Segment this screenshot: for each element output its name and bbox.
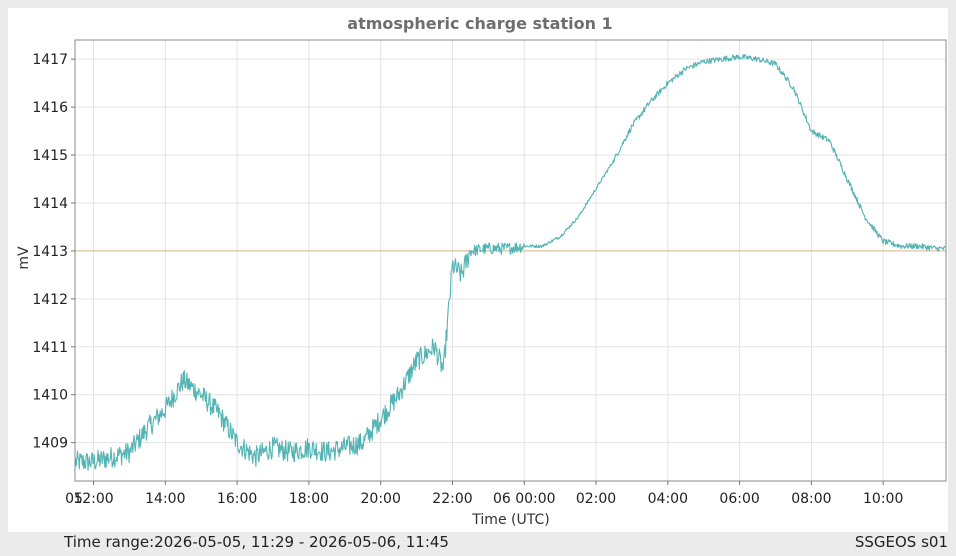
x-tick-label: 04:00 — [648, 491, 688, 507]
x-tick-label: 06 00:00 — [493, 491, 556, 507]
source-label: SSGEOS s01 — [854, 533, 948, 551]
x-tick-label: 18:00 — [289, 491, 329, 507]
y-tick-label: 1409 — [32, 436, 68, 452]
chart-title: atmospheric charge station 1 — [347, 14, 612, 33]
y-tick-label: 1412 — [32, 292, 68, 308]
x-tick-label: 10:00 — [863, 491, 903, 507]
x-tick-label: 14:00 — [145, 491, 185, 507]
x-tick-label: 22:00 — [432, 491, 472, 507]
x-tick-label: 20:00 — [361, 491, 401, 507]
y-axis-ticks: 1409 1410 1411 1412 1413 1414 1415 1416 1417 — [32, 52, 75, 452]
x-tick-label: 12:00 — [73, 491, 113, 507]
y-tick-label: 1410 — [32, 388, 68, 404]
series-line — [75, 54, 947, 471]
plot-area-border — [74, 39, 947, 482]
y-tick-label: 1416 — [32, 100, 68, 116]
chart: atmospheric charge station 1 1409 1410 141… — [16, 14, 947, 528]
y-tick-label: 1414 — [32, 196, 68, 212]
x-tick-label: 06:00 — [719, 491, 759, 507]
y-axis-label: mV — [16, 246, 32, 270]
y-tick-label: 1415 — [32, 148, 68, 164]
x-tick-label: 16:00 — [217, 491, 257, 507]
y-tick-label: 1411 — [32, 340, 68, 356]
x-tick-label: 02:00 — [576, 491, 616, 507]
x-start-date-label: 05 — [65, 491, 83, 507]
y-tick-label: 1417 — [32, 52, 68, 68]
y-tick-label: 1413 — [32, 244, 68, 260]
x-axis-label: Time (UTC) — [471, 512, 549, 528]
time-range-text: Time range:2026-05-05, 11:29 - 2026-05-0… — [64, 533, 449, 551]
x-tick-label: 08:00 — [791, 491, 831, 507]
x-axis-ticks: 12:00 14:00 16:00 18:00 20:00 22:00 06 00:00 02… — [65, 481, 903, 507]
grid — [75, 40, 946, 481]
chart-panel: atmospheric charge station 1 1409 1410 141… — [8, 8, 948, 532]
